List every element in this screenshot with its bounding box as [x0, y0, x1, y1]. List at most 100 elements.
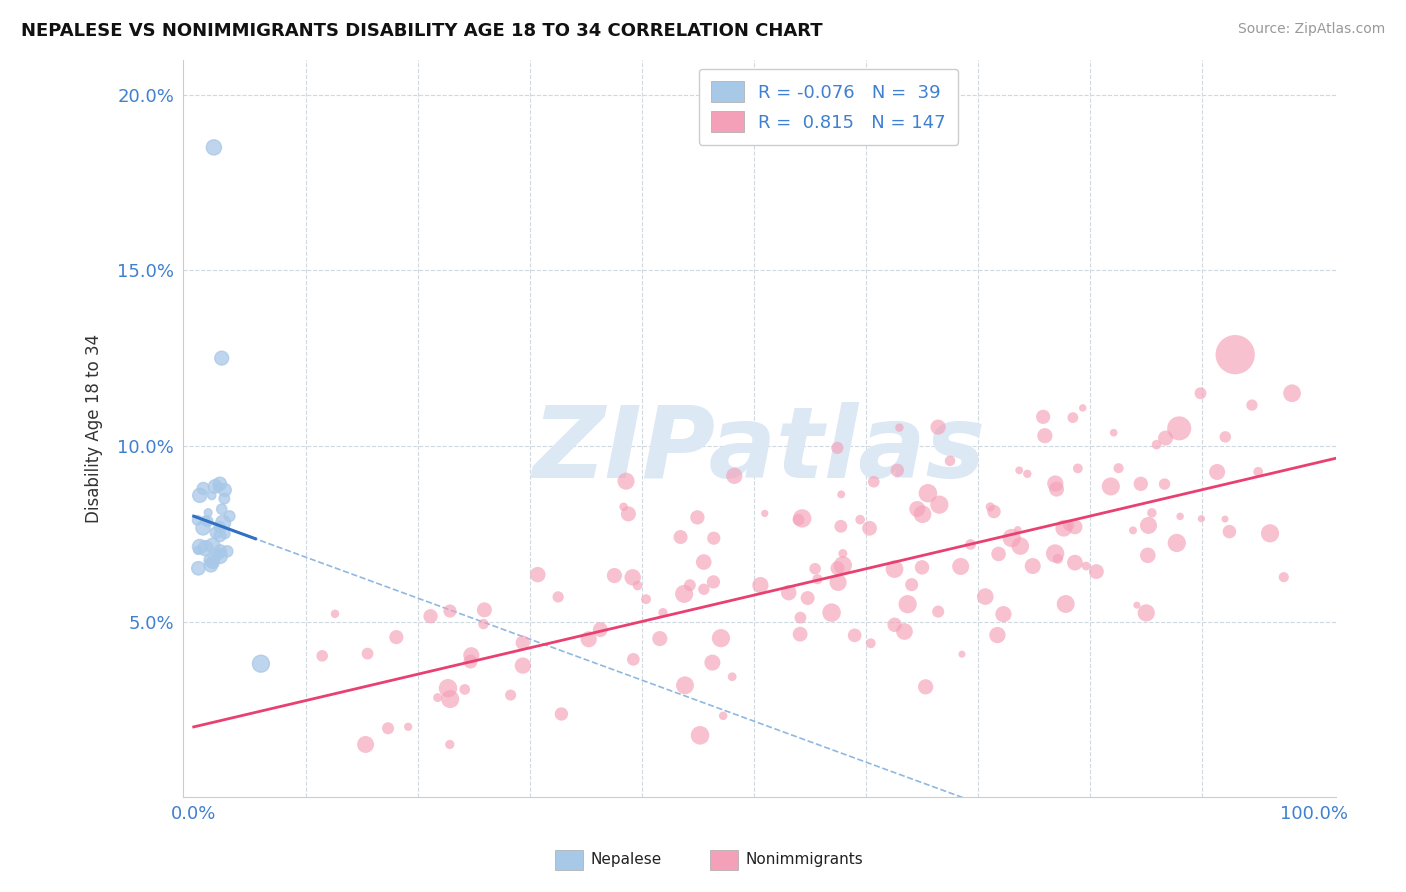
Point: [1213, 512, 1236, 526]
Point: [1206, 465, 1229, 479]
Point: [983, 504, 1005, 518]
Point: [939, 454, 962, 468]
Point: [820, 606, 842, 620]
Point: [621, 570, 644, 584]
Point: [1045, 476, 1067, 491]
Point: [194, 541, 217, 556]
Point: [437, 681, 460, 696]
Point: [831, 547, 853, 561]
Point: [974, 590, 997, 604]
Point: [1247, 465, 1270, 479]
Point: [883, 562, 905, 576]
Point: [1108, 461, 1130, 475]
Point: [512, 635, 534, 649]
Point: [1189, 386, 1212, 401]
Point: [830, 519, 852, 533]
Point: [721, 670, 744, 684]
Y-axis label: Disability Age 18 to 34: Disability Age 18 to 34: [86, 334, 103, 523]
Point: [702, 656, 724, 670]
Point: [897, 597, 920, 611]
Point: [589, 623, 612, 637]
Point: [1168, 421, 1191, 435]
Point: [218, 509, 240, 524]
Point: [194, 514, 217, 528]
Point: [830, 487, 852, 501]
Point: [789, 627, 811, 641]
Point: [201, 489, 224, 503]
Point: [911, 507, 934, 521]
Point: [1054, 597, 1077, 611]
Point: [792, 511, 814, 525]
Point: [211, 502, 233, 516]
Point: [1272, 570, 1295, 584]
Point: [778, 585, 800, 599]
Point: [396, 720, 419, 734]
Text: NEPALESE VS NONIMMIGRANTS DISABILITY AGE 18 TO 34 CORRELATION CHART: NEPALESE VS NONIMMIGRANTS DISABILITY AGE…: [21, 22, 823, 40]
Point: [905, 502, 928, 516]
Point: [1281, 386, 1303, 401]
Point: [209, 544, 232, 558]
Point: [1074, 559, 1097, 574]
Point: [831, 558, 853, 573]
Point: [354, 738, 377, 752]
Point: [356, 647, 378, 661]
Point: [949, 559, 972, 574]
Point: [1258, 526, 1281, 541]
Point: [1057, 518, 1080, 533]
Point: [711, 708, 734, 723]
Text: Source: ZipAtlas.com: Source: ZipAtlas.com: [1237, 22, 1385, 37]
Point: [547, 590, 569, 604]
Point: [827, 575, 849, 590]
Point: [460, 648, 482, 663]
Point: [1099, 479, 1122, 493]
Point: [1064, 556, 1087, 570]
Point: [927, 605, 949, 619]
Point: [214, 491, 236, 506]
Point: [472, 617, 495, 632]
Point: [250, 657, 273, 671]
Point: [710, 631, 733, 645]
Point: [512, 658, 534, 673]
Point: [1067, 461, 1090, 475]
Point: [1240, 398, 1263, 412]
Point: [927, 420, 949, 434]
Point: [787, 513, 810, 527]
Point: [439, 692, 461, 706]
Point: [1032, 409, 1054, 424]
Point: [883, 617, 905, 632]
Point: [703, 531, 725, 545]
Point: [1136, 549, 1159, 563]
Point: [1225, 348, 1247, 362]
Point: [796, 591, 818, 605]
Point: [419, 609, 441, 624]
Point: [454, 682, 477, 697]
Point: [1102, 425, 1125, 440]
Point: [686, 510, 709, 524]
Point: [197, 506, 219, 520]
Point: [385, 630, 408, 644]
Point: [460, 655, 482, 669]
Point: [993, 607, 1015, 622]
Point: [426, 690, 449, 705]
Point: [197, 514, 219, 528]
Point: [1062, 410, 1084, 425]
Point: [208, 476, 231, 491]
Point: [859, 636, 882, 650]
Point: [1001, 531, 1024, 545]
Point: [754, 507, 776, 521]
Point: [914, 680, 936, 694]
Point: [617, 507, 640, 521]
Point: [193, 482, 215, 496]
Point: [323, 607, 346, 621]
Point: [208, 529, 231, 543]
Text: Nonimmigrants: Nonimmigrants: [745, 853, 863, 867]
Point: [849, 513, 872, 527]
Point: [950, 647, 973, 661]
Point: [202, 140, 225, 154]
Point: [200, 558, 222, 573]
Point: [208, 520, 231, 534]
Point: [862, 475, 884, 489]
Point: [652, 606, 675, 620]
Point: [636, 592, 658, 607]
Point: [603, 568, 626, 582]
